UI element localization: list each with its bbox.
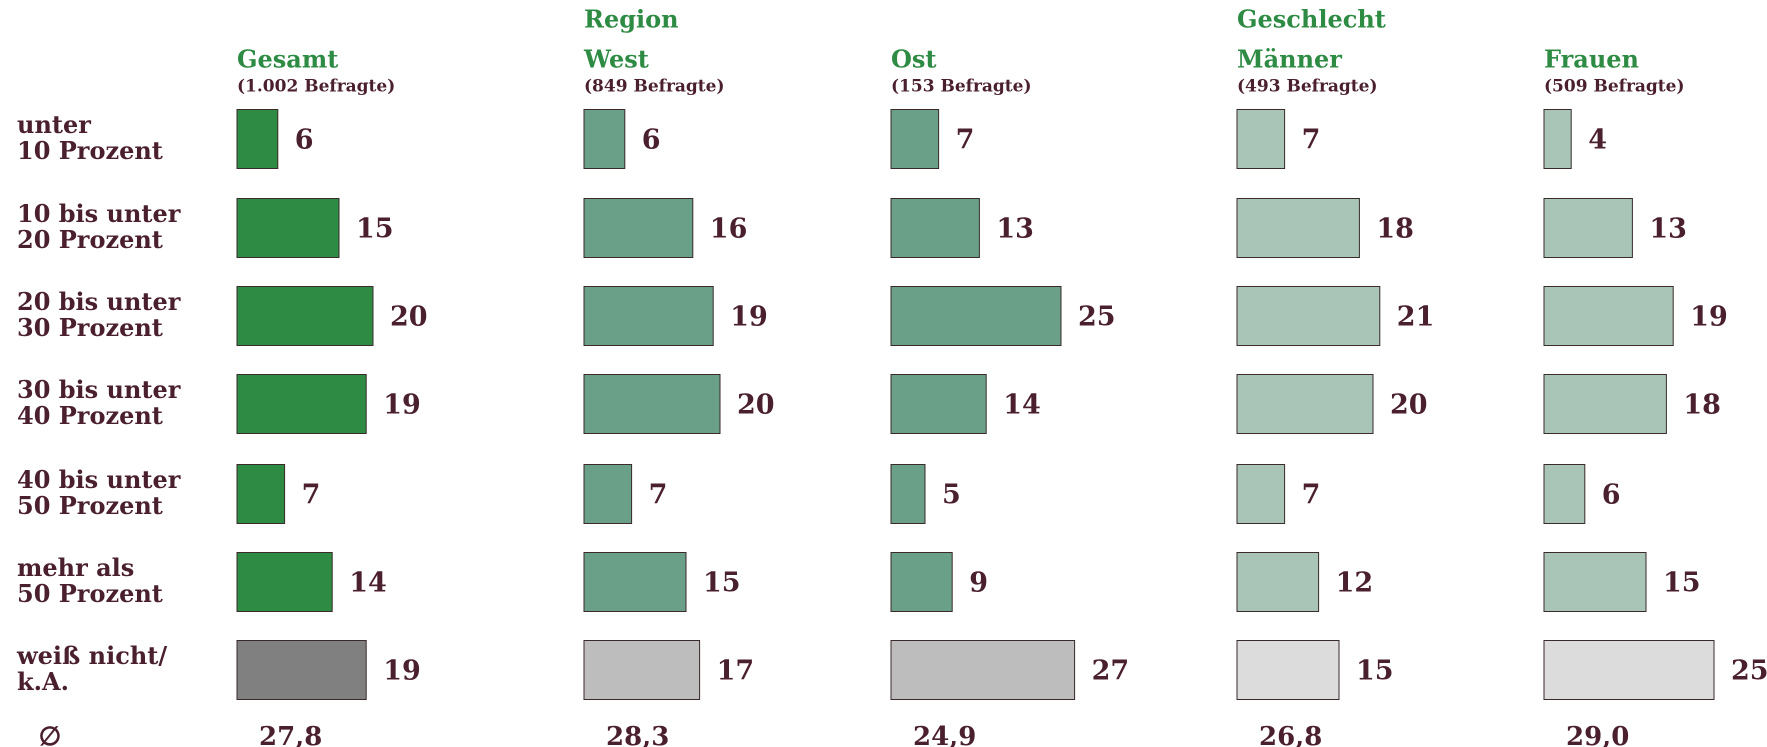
panel-subtitle: (509 Befragte) — [1544, 77, 1685, 97]
panel-subtitle: (153 Befragte) — [891, 77, 1032, 97]
value-label: 19 — [1690, 302, 1728, 333]
bar — [236, 552, 333, 612]
panel-subtitle: (1.002 Befragte) — [237, 77, 395, 97]
bar — [1236, 552, 1320, 612]
bar — [583, 552, 687, 612]
group-label: Geschlecht — [1237, 5, 1386, 34]
value-label: 7 — [1302, 125, 1321, 156]
bar — [890, 640, 1076, 700]
value-label: 15 — [703, 568, 741, 599]
panel-subtitle: (493 Befragte) — [1237, 77, 1378, 97]
bar — [1236, 198, 1360, 258]
bar — [890, 109, 940, 169]
bar — [1236, 286, 1381, 346]
value-label: 9 — [969, 568, 988, 599]
bar — [1543, 198, 1633, 258]
value-label: 15 — [356, 214, 394, 245]
row-label: 10 bis unter 20 Prozent — [17, 198, 181, 253]
mean-label: 28,3 — [606, 722, 669, 747]
bar — [236, 374, 367, 434]
mean-label: 26,8 — [1259, 722, 1322, 747]
mean-row-label: ∅ — [39, 722, 62, 747]
bar — [236, 464, 286, 524]
value-label: 20 — [1390, 390, 1428, 421]
value-label: 15 — [1663, 568, 1701, 599]
value-label: 19 — [383, 656, 421, 687]
value-label: 16 — [710, 214, 748, 245]
value-label: 7 — [956, 125, 975, 156]
bar — [890, 286, 1062, 346]
row-label: 40 bis unter 50 Prozent — [17, 464, 181, 519]
mean-label: 27,8 — [259, 722, 322, 747]
value-label: 6 — [1602, 480, 1621, 511]
bar — [1543, 109, 1572, 169]
value-label: 14 — [1003, 390, 1041, 421]
bar — [583, 286, 714, 346]
mean-label: 24,9 — [913, 722, 976, 747]
bar — [1236, 109, 1286, 169]
bar — [236, 198, 340, 258]
value-label: 21 — [1397, 302, 1435, 333]
bar — [1236, 374, 1374, 434]
value-label: 20 — [737, 390, 775, 421]
value-label: 19 — [730, 302, 768, 333]
value-label: 17 — [717, 656, 755, 687]
bar — [890, 374, 987, 434]
value-label: 19 — [383, 390, 421, 421]
panel-subtitle: (849 Befragte) — [584, 77, 725, 97]
bar — [583, 109, 626, 169]
panel-title: West — [583, 45, 649, 74]
value-label: 7 — [302, 480, 321, 511]
value-label: 25 — [1731, 656, 1767, 687]
row-label: 20 bis unter 30 Prozent — [17, 286, 181, 341]
bar — [583, 640, 701, 700]
panel-title: Gesamt — [237, 45, 338, 74]
bar — [890, 552, 953, 612]
value-label: 7 — [649, 480, 668, 511]
bar — [890, 464, 926, 524]
value-label: 12 — [1336, 568, 1374, 599]
value-label: 7 — [1302, 480, 1321, 511]
panel-title: Frauen — [1544, 45, 1639, 74]
bar — [1236, 640, 1340, 700]
group-label: Region — [584, 5, 679, 34]
mean-label: 29,0 — [1566, 722, 1629, 747]
value-label: 6 — [642, 125, 661, 156]
panel-title: Ost — [891, 45, 937, 74]
row-label: 30 bis unter 40 Prozent — [17, 374, 181, 429]
bar — [583, 198, 694, 258]
bar — [236, 286, 374, 346]
value-label: 4 — [1588, 125, 1607, 156]
bar — [583, 464, 633, 524]
bar — [583, 374, 721, 434]
row-label: unter 10 Prozent — [17, 109, 163, 164]
bar — [890, 198, 980, 258]
value-label: 14 — [349, 568, 387, 599]
bar — [1543, 286, 1674, 346]
value-label: 25 — [1078, 302, 1116, 333]
value-label: 15 — [1356, 656, 1394, 687]
bar — [236, 109, 279, 169]
value-label: 18 — [1683, 390, 1721, 421]
value-label: 20 — [390, 302, 428, 333]
value-label: 6 — [295, 125, 314, 156]
bar — [1236, 464, 1286, 524]
value-label: 13 — [1649, 214, 1687, 245]
value-label: 13 — [996, 214, 1034, 245]
bar — [1543, 374, 1667, 434]
bar — [1543, 552, 1647, 612]
bar — [1543, 640, 1715, 700]
value-label: 18 — [1376, 214, 1414, 245]
row-label: weiß nicht/k.A. — [16, 640, 167, 695]
row-label: mehr als 50 Prozent — [17, 552, 163, 607]
panel-title: Männer — [1237, 45, 1342, 74]
bar — [236, 640, 367, 700]
value-label: 27 — [1092, 656, 1130, 687]
value-label: 5 — [942, 480, 961, 511]
bar — [1543, 464, 1586, 524]
